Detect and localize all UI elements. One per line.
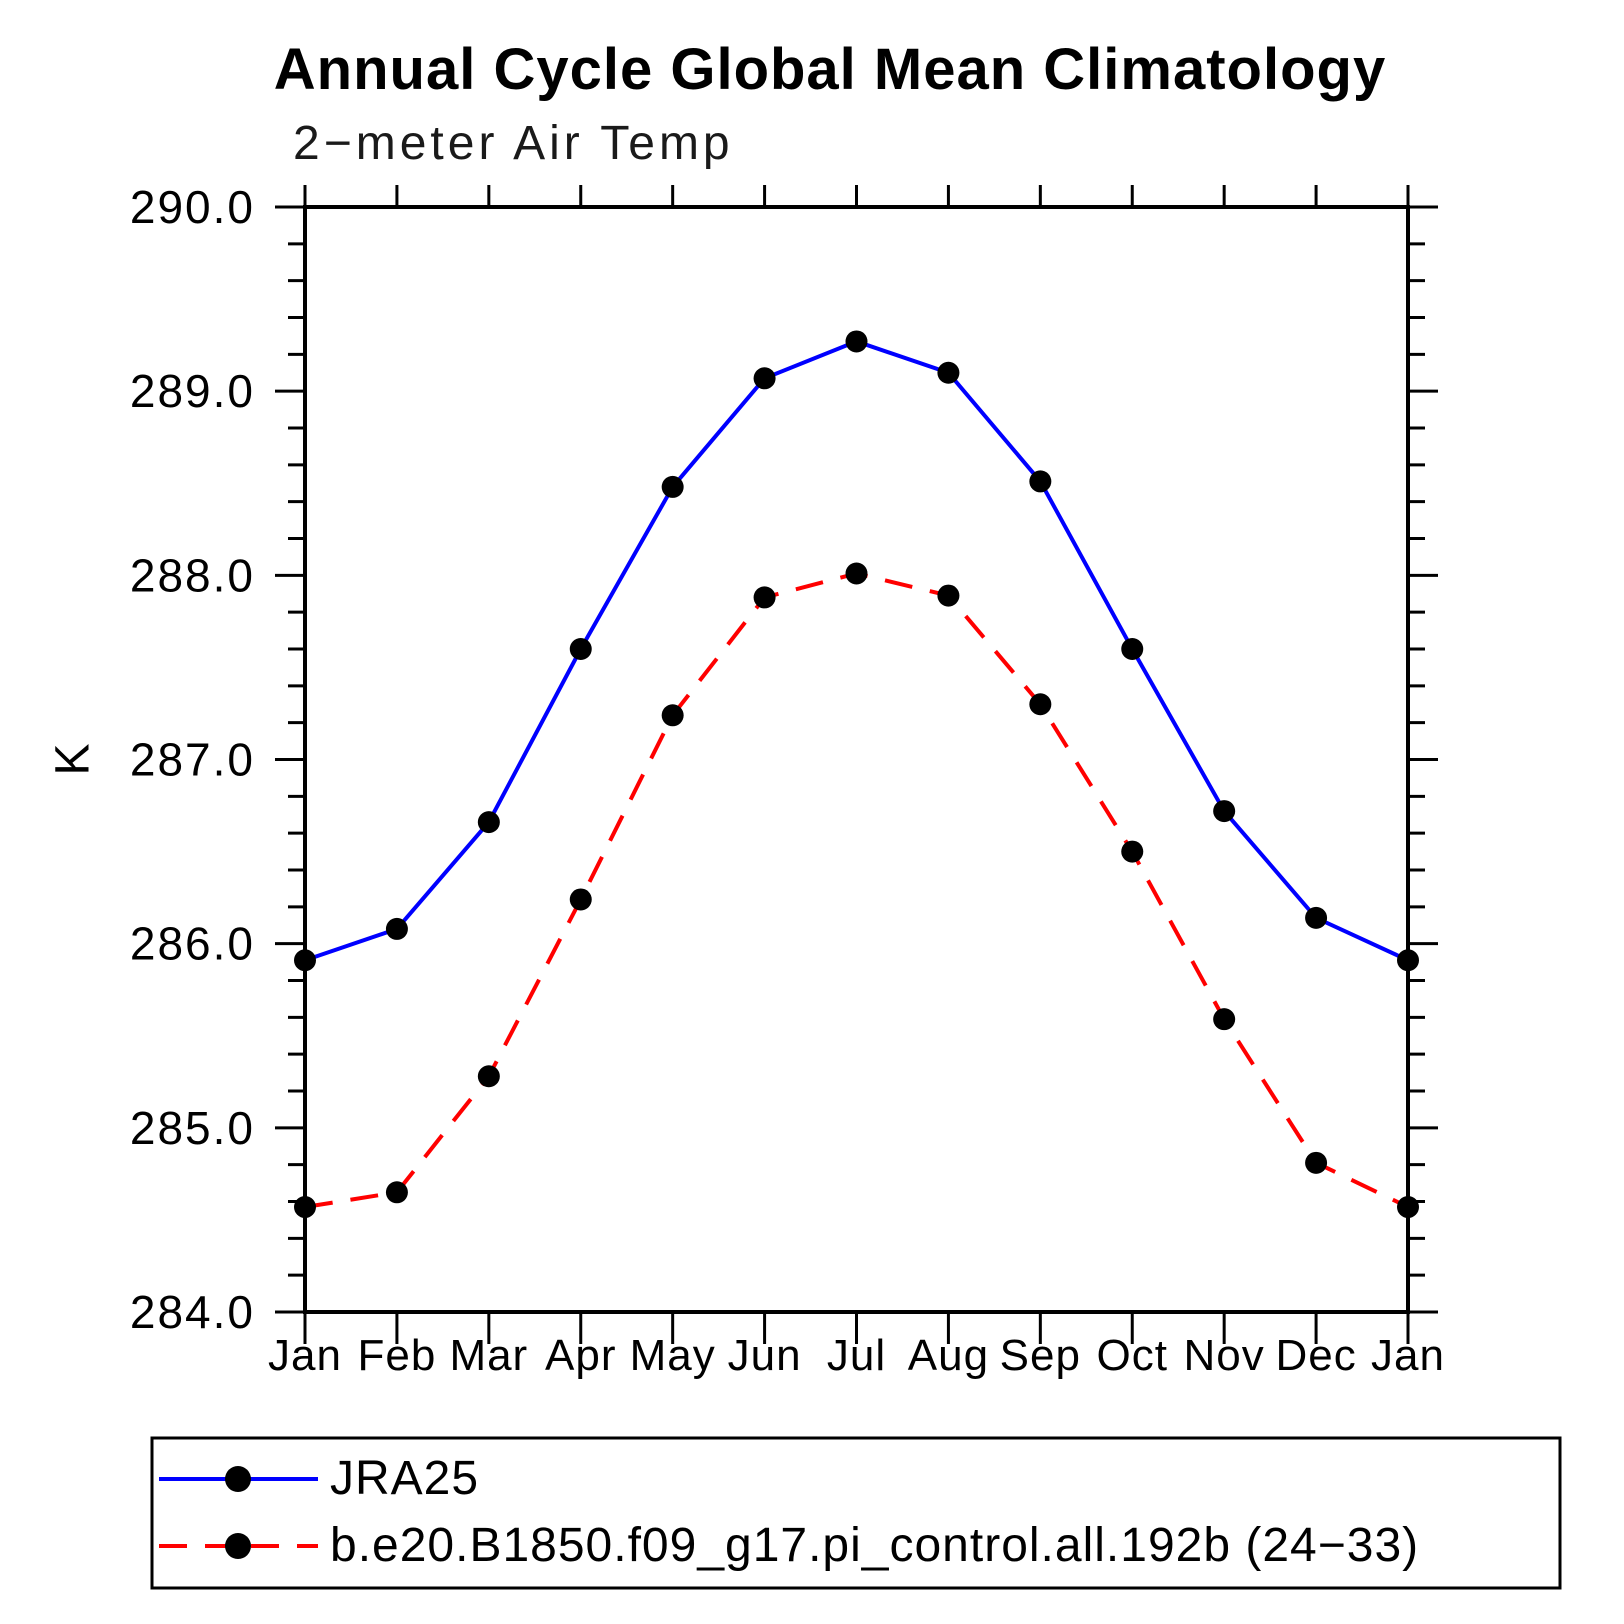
x-tick-label: Apr [545,1331,616,1380]
y-tick-label: 289.0 [130,365,255,417]
x-tick-label: Jan [268,1331,342,1380]
legend-label-jra25: JRA25 [330,1452,480,1505]
x-tick-label: Oct [1097,1331,1168,1380]
x-tick-label: Nov [1184,1331,1265,1380]
series-line-model [304,571,1409,1209]
data-point-marker [294,949,316,972]
y-tick-label: 285.0 [130,1102,255,1154]
x-tick-label: Sep [1000,1331,1081,1380]
plot-frame [303,205,1410,1314]
data-point-marker [937,584,960,607]
legend-marker [225,1533,251,1559]
y-tick-label: 284.0 [130,1286,255,1338]
y-tick-label: 286.0 [130,918,255,970]
legend-box [150,1436,1562,1590]
x-tick-label: Mar [449,1331,528,1380]
data-point-marker [753,367,776,390]
data-point-marker [1305,906,1328,929]
x-tick-label: Aug [908,1331,989,1380]
data-point-marker [477,811,500,834]
x-tick-label: May [630,1331,716,1380]
x-tick-label: Feb [358,1331,437,1380]
chart-title: Annual Cycle Global Mean Climatology [273,37,1387,102]
y-axis-label: K [46,743,100,776]
x-tick-label: Jul [827,1331,886,1380]
data-point-marker [1397,949,1419,972]
data-point-marker [569,638,592,660]
x-tick-label: Jun [728,1331,802,1380]
data-point-marker [1213,800,1236,823]
x-tick-label: Jan [1371,1331,1445,1380]
data-point-marker [1029,693,1052,716]
legend-marker [225,1466,251,1492]
data-point-marker [294,1196,316,1219]
series-line-jra25 [304,339,1409,963]
y-tick-label: 287.0 [130,734,255,786]
data-point-marker [1213,1008,1236,1031]
y-tick-label: 288.0 [130,549,255,601]
data-point-marker [661,475,684,498]
data-point-marker [661,704,684,727]
data-point-marker [1397,1196,1419,1219]
data-point-marker [1305,1151,1328,1174]
data-point-marker [1121,638,1144,660]
data-point-marker [845,330,868,353]
chart-subtitle: 2−meter Air Temp [293,117,734,170]
data-point-marker [753,586,776,609]
data-point-marker [1121,840,1144,863]
legend-label-model: b.e20.B1850.f09_g17.pi_control.all.192b … [330,1519,1420,1572]
data-point-marker [477,1065,500,1088]
y-tick-label: 290.0 [130,181,255,233]
data-point-marker [937,361,960,384]
data-point-marker [1029,470,1052,493]
data-point-marker [845,562,868,585]
data-point-marker [385,917,408,940]
data-point-marker [569,888,592,911]
x-tick-label: Dec [1275,1331,1356,1380]
data-point-marker [385,1181,408,1204]
